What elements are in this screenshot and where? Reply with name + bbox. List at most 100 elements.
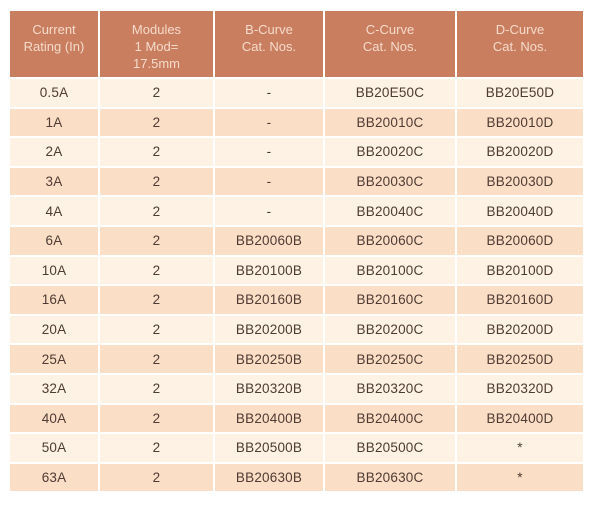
cell-b-curve: BB20100B — [215, 256, 323, 285]
cell-current-rating: 25A — [10, 345, 98, 373]
table-body: 0.5A 2- BB20E50C BB20E50D 1A 2- BB20010C BB2001… — [10, 79, 583, 492]
table-row: 40A 2 BB20400B BB20400C BB20400D — [10, 404, 583, 433]
cell-current-rating: 3A — [10, 167, 98, 196]
header-line: Cat. Nos. — [362, 39, 418, 54]
table-row: 2A 2- BB20020C BB20020D — [10, 138, 583, 166]
cell-b-curve: BB20060B — [215, 226, 323, 255]
header-line: 17.5mm — [133, 56, 180, 71]
cell-d-curve: BB20160D — [457, 286, 583, 314]
cell-modules: 2 — [100, 374, 213, 403]
catalog-table: Current Rating (In) Modules 1 Mod= 17.5m… — [10, 11, 583, 493]
table-row: 6A 2 BB20060B BB20060C BB20060D — [10, 226, 583, 255]
cell-modules: 2 — [100, 138, 213, 166]
table-row: 1A 2- BB20010C BB20010D — [10, 108, 583, 137]
header-line: Current — [32, 22, 76, 37]
cell-modules: 2 — [100, 197, 213, 225]
table-header: Current Rating (In) Modules 1 Mod= 17.5m… — [10, 11, 583, 77]
cell-modules: 2 — [100, 345, 213, 373]
cell-c-curve: BB20020C — [325, 138, 455, 166]
header-line: C-Curve — [365, 22, 415, 37]
cell-modules: 2 — [100, 286, 213, 314]
cell-current-rating: 63A — [10, 463, 98, 492]
cell-b-curve: BB20320B — [215, 374, 323, 403]
cell-modules: 2 — [100, 79, 213, 107]
cell-d-curve: BB20010D — [457, 108, 583, 137]
cell-d-curve: BB20040D — [457, 197, 583, 225]
cell-c-curve: BB20250C — [325, 345, 455, 373]
table-row: 4A 2- BB20040C BB20040D — [10, 197, 583, 225]
header-line: D-Curve — [495, 22, 545, 37]
cell-modules: 2 — [100, 226, 213, 255]
cell-b-curve: BB20200B — [215, 315, 323, 344]
cell-b-curve: BB20630B — [215, 463, 323, 492]
cell-modules: 2 — [100, 167, 213, 196]
table-row: 3A 2- BB20030C BB20030D — [10, 167, 583, 196]
header-line: B-Curve — [245, 22, 293, 37]
cell-modules: 2 — [100, 463, 213, 492]
cell-modules: 2 — [100, 404, 213, 433]
cell-b-curve: - — [215, 79, 323, 107]
cell-current-rating: 0.5A — [10, 79, 98, 107]
cell-d-curve: * — [457, 434, 583, 462]
cell-c-curve: BB20630C — [325, 463, 455, 492]
cell-d-curve: BB20030D — [457, 167, 583, 196]
cell-current-rating: 1A — [10, 108, 98, 137]
cell-d-curve: * — [457, 463, 583, 492]
table-row: 50A 2 BB20500B BB20500C * — [10, 434, 583, 462]
cell-d-curve: BB20100D — [457, 256, 583, 285]
cell-b-curve: - — [215, 138, 323, 166]
header-cell-b-curve: B-Curve Cat. Nos. — [215, 11, 323, 77]
cell-current-rating: 32A — [10, 374, 98, 403]
table-row: 16A 2 BB20160B BB20160C BB20160D — [10, 286, 583, 314]
table-row: 63A 2 BB20630B BB20630C * — [10, 463, 583, 492]
table-row: 25A 2 BB20250B BB20250C BB20250D — [10, 345, 583, 373]
header-cell-current-rating: Current Rating (In) — [10, 11, 98, 77]
cell-b-curve: - — [215, 108, 323, 137]
cell-modules: 2 — [100, 108, 213, 137]
cell-current-rating: 4A — [10, 197, 98, 225]
table-row: 32A 2 BB20320B BB20320C BB20320D — [10, 374, 583, 403]
cell-c-curve: BB20E50C — [325, 79, 455, 107]
header-line: Cat. Nos. — [241, 39, 297, 54]
cell-d-curve: BB20060D — [457, 226, 583, 255]
cell-d-curve: BB20400D — [457, 404, 583, 433]
cell-c-curve: BB20320C — [325, 374, 455, 403]
cell-current-rating: 16A — [10, 286, 98, 314]
header-line: Rating (In) — [23, 39, 85, 54]
cell-current-rating: 6A — [10, 226, 98, 255]
cell-c-curve: BB20200C — [325, 315, 455, 344]
cell-c-curve: BB20400C — [325, 404, 455, 433]
cell-b-curve: - — [215, 167, 323, 196]
cell-b-curve: BB20160B — [215, 286, 323, 314]
cell-modules: 2 — [100, 315, 213, 344]
cell-d-curve: BB20020D — [457, 138, 583, 166]
table-row: 0.5A 2- BB20E50C BB20E50D — [10, 79, 583, 107]
cell-c-curve: BB20060C — [325, 226, 455, 255]
header-line: 1 Mod= — [134, 39, 179, 54]
cell-c-curve: BB20040C — [325, 197, 455, 225]
cell-d-curve: BB20320D — [457, 374, 583, 403]
cell-current-rating: 10A — [10, 256, 98, 285]
cell-c-curve: BB20100C — [325, 256, 455, 285]
cell-current-rating: 40A — [10, 404, 98, 433]
cell-b-curve: BB20400B — [215, 404, 323, 433]
cell-b-curve: - — [215, 197, 323, 225]
cell-modules: 2 — [100, 434, 213, 462]
cell-current-rating: 2A — [10, 138, 98, 166]
cell-d-curve: BB20200D — [457, 315, 583, 344]
header-cell-modules: Modules 1 Mod= 17.5mm — [100, 11, 213, 77]
cell-c-curve: BB20160C — [325, 286, 455, 314]
cell-b-curve: BB20500B — [215, 434, 323, 462]
header-cell-d-curve: D-Curve Cat. Nos. — [457, 11, 583, 77]
cell-c-curve: BB20010C — [325, 108, 455, 137]
cell-current-rating: 50A — [10, 434, 98, 462]
cell-d-curve: BB20250D — [457, 345, 583, 373]
header-cell-c-curve: C-Curve Cat. Nos. — [325, 11, 455, 77]
cell-c-curve: BB20500C — [325, 434, 455, 462]
cell-d-curve: BB20E50D — [457, 79, 583, 107]
cell-modules: 2 — [100, 256, 213, 285]
cell-b-curve: BB20250B — [215, 345, 323, 373]
cell-c-curve: BB20030C — [325, 167, 455, 196]
header-line: Modules — [131, 22, 182, 37]
table-row: 10A 2 BB20100B BB20100C BB20100D — [10, 256, 583, 285]
